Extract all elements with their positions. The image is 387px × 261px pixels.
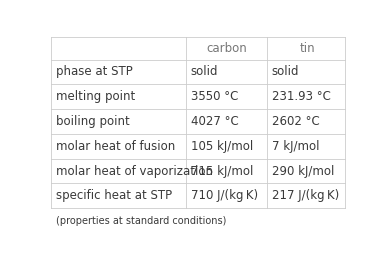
Text: carbon: carbon bbox=[206, 42, 247, 55]
Text: solid: solid bbox=[272, 66, 299, 79]
Text: 217 J/(kg K): 217 J/(kg K) bbox=[272, 189, 339, 202]
Text: 231.93 °C: 231.93 °C bbox=[272, 90, 331, 103]
Text: phase at STP: phase at STP bbox=[56, 66, 133, 79]
Text: specific heat at STP: specific heat at STP bbox=[56, 189, 172, 202]
Text: 715 kJ/mol: 715 kJ/mol bbox=[191, 164, 253, 177]
Text: solid: solid bbox=[191, 66, 218, 79]
Text: 290 kJ/mol: 290 kJ/mol bbox=[272, 164, 334, 177]
Text: 105 kJ/mol: 105 kJ/mol bbox=[191, 140, 253, 153]
Text: boiling point: boiling point bbox=[56, 115, 130, 128]
Text: 7 kJ/mol: 7 kJ/mol bbox=[272, 140, 319, 153]
Text: 3550 °C: 3550 °C bbox=[191, 90, 238, 103]
Text: 710 J/(kg K): 710 J/(kg K) bbox=[191, 189, 258, 202]
Text: melting point: melting point bbox=[56, 90, 135, 103]
Text: 2602 °C: 2602 °C bbox=[272, 115, 320, 128]
Text: tin: tin bbox=[300, 42, 316, 55]
Text: molar heat of fusion: molar heat of fusion bbox=[56, 140, 175, 153]
Text: 4027 °C: 4027 °C bbox=[191, 115, 239, 128]
Text: molar heat of vaporization: molar heat of vaporization bbox=[56, 164, 213, 177]
Text: (properties at standard conditions): (properties at standard conditions) bbox=[56, 216, 226, 226]
